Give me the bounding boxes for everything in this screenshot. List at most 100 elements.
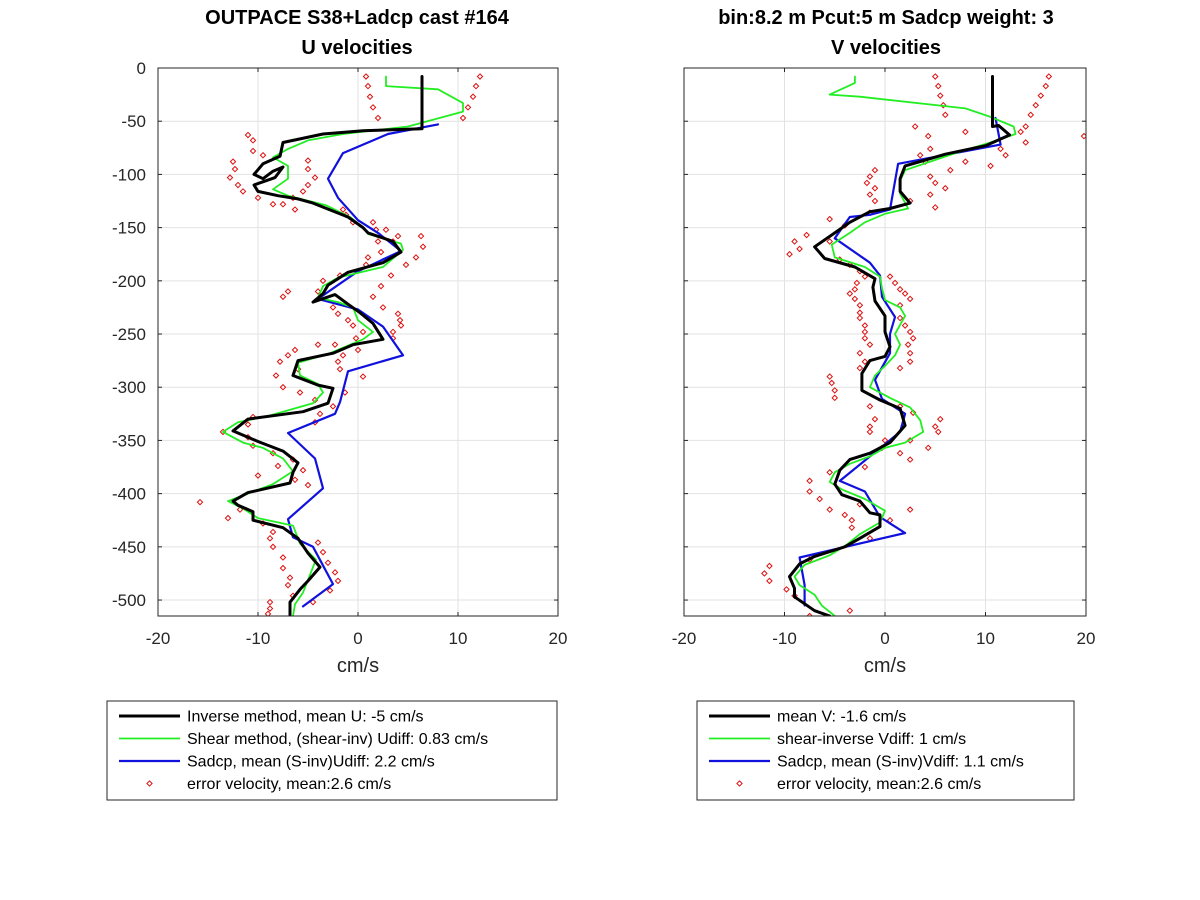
v-error-velocity-point: [1017, 128, 1024, 136]
v-error-velocity-point: [866, 341, 874, 348]
u-error-velocity-point: [311, 174, 319, 181]
v-legend-label-1: shear-inverse Vdiff: 1 cm/s: [777, 731, 966, 748]
v-error-velocity-point: [806, 477, 813, 485]
u-error-velocity-point: [291, 206, 299, 213]
u-error-velocity-point: [379, 304, 387, 311]
u-error-velocity-point: [397, 322, 405, 329]
u-error-velocity-point: [324, 559, 332, 567]
u-series-line-2: [286, 123, 440, 608]
u-error-velocity-point: [229, 158, 237, 165]
u-series-line-0: [231, 75, 424, 616]
v-legend-marker-3: [736, 780, 743, 787]
v-error-velocity-point: [931, 73, 939, 80]
v-error-velocity-point: [861, 322, 869, 329]
u-error-velocity-point: [244, 131, 252, 139]
v-error-velocity-point: [796, 245, 803, 253]
u-error-velocity-point: [344, 316, 352, 324]
v-error-velocity-point: [916, 151, 924, 159]
v-error-velocity-point: [939, 101, 947, 109]
u-error-velocity-point: [266, 598, 274, 606]
v-error-velocity-point: [901, 322, 909, 329]
v-error-velocity-point: [841, 511, 849, 519]
v-error-velocity-point: [826, 373, 834, 380]
u-y-tick-label: -200: [112, 272, 146, 291]
v-error-velocity-point: [831, 394, 839, 402]
v-error-velocity-point: [896, 449, 904, 457]
v-x-tick-label: 0: [880, 629, 889, 648]
v-error-velocity-point: [831, 387, 839, 394]
u-y-tick-label: -150: [112, 219, 146, 238]
u-error-velocity-point: [284, 288, 292, 295]
v-axis-ticks: -20 -10 0 10 20: [672, 67, 1096, 648]
u-error-velocity-point: [286, 574, 294, 582]
u-error-velocity-point: [279, 200, 287, 208]
v-error-velocity-point: [871, 197, 879, 205]
u-error-velocity-point: [387, 272, 395, 279]
v-data-series: [761, 73, 1086, 616]
v-x-tick-label: 10: [976, 629, 995, 648]
v-error-velocity-point: [826, 215, 834, 223]
v-clipped-data: [761, 73, 1086, 616]
v-legend-label-2: Sadcp, mean (S-inv)Vdiff: 1.1 cm/s: [777, 754, 1024, 771]
v-chart-title-line-1: bin:8.2 m Pcut:5 m Sadcp weight: 3: [718, 7, 1054, 29]
u-error-velocity-point: [339, 206, 347, 213]
u-error-velocity-point: [314, 288, 322, 295]
u-error-velocity-point: [291, 476, 299, 484]
u-error-velocity-point: [254, 472, 262, 479]
u-error-velocity-point: [476, 73, 484, 80]
u-legend-items: Inverse method, mean U: -5 cm/s Shear met…: [119, 709, 488, 793]
v-error-velocity-point: [934, 82, 942, 90]
u-y-tick-label: -350: [112, 431, 146, 450]
v-error-velocity-point: [941, 111, 949, 119]
u-error-velocity-point: [472, 82, 480, 90]
u-error-velocity-point: [369, 218, 377, 226]
v-error-velocity-point: [947, 166, 954, 174]
u-error-velocity-point: [316, 410, 324, 418]
v-error-velocity-point: [906, 295, 914, 303]
u-error-velocity-point: [269, 543, 277, 551]
u-x-tick-label: 20: [549, 629, 568, 648]
v-error-velocity-point: [997, 145, 1004, 153]
v-error-velocity-point: [926, 173, 934, 180]
u-error-velocity-point: [389, 328, 397, 336]
v-x-tick-label: 20: [1077, 629, 1096, 648]
v-error-velocity-point: [861, 273, 869, 280]
v-x-tick-label: -20: [672, 629, 697, 648]
u-error-velocity-point: [394, 310, 402, 318]
u-error-velocity-point: [284, 581, 292, 589]
u-legend: Inverse method, mean U: -5 cm/s Shear met…: [106, 700, 558, 801]
v-error-velocity-point: [861, 328, 869, 336]
u-error-velocity-point: [266, 605, 274, 612]
v-error-velocity-point: [871, 415, 879, 423]
u-legend-marker-3: [146, 780, 153, 787]
u-clipped-data: [196, 73, 484, 616]
v-error-velocity-point: [803, 231, 810, 239]
u-error-velocity-point: [304, 481, 312, 489]
v-error-velocity-point: [861, 334, 869, 342]
v-error-velocity-point: [856, 349, 864, 357]
v-error-velocity-point: [896, 364, 904, 372]
v-error-velocity-point: [1037, 92, 1045, 99]
v-error-velocity-point: [962, 128, 969, 136]
v-error-velocity-point: [786, 250, 793, 258]
u-error-velocity-point: [319, 277, 327, 285]
v-x-tick-label: -10: [772, 629, 797, 648]
u-y-tick-label: -400: [112, 485, 146, 504]
v-legend-label-3: error velocity, mean:2.6 cm/s: [777, 776, 981, 793]
u-legend-label-1: Shear method, (shear-inv) Udiff: 0.83 cm…: [187, 731, 488, 748]
u-x-tick-label: -20: [146, 629, 171, 648]
v-error-velocity-point: [766, 577, 773, 585]
v-error-velocity-point: [931, 204, 939, 211]
u-error-velocity-point: [354, 346, 362, 354]
u-error-velocity-point: [469, 93, 477, 101]
u-error-velocity-point: [239, 188, 247, 195]
u-error-velocity-point: [334, 310, 342, 318]
v-error-velocity-point: [866, 403, 874, 410]
u-y-tick-label: -450: [112, 538, 146, 557]
u-legend-label-2: Sadcp, mean (S-inv)Udiff: 2.2 cm/s: [187, 754, 435, 771]
u-velocities-panel: OUTPACE S38+Ladcp cast #164 U velocities…: [106, 7, 568, 801]
u-error-velocity-point: [249, 147, 257, 155]
v-x-axis-label: cm/s: [864, 655, 906, 677]
v-error-velocity-point: [906, 358, 914, 365]
u-legend-label-3: error velocity, mean:2.6 cm/s: [187, 776, 391, 793]
